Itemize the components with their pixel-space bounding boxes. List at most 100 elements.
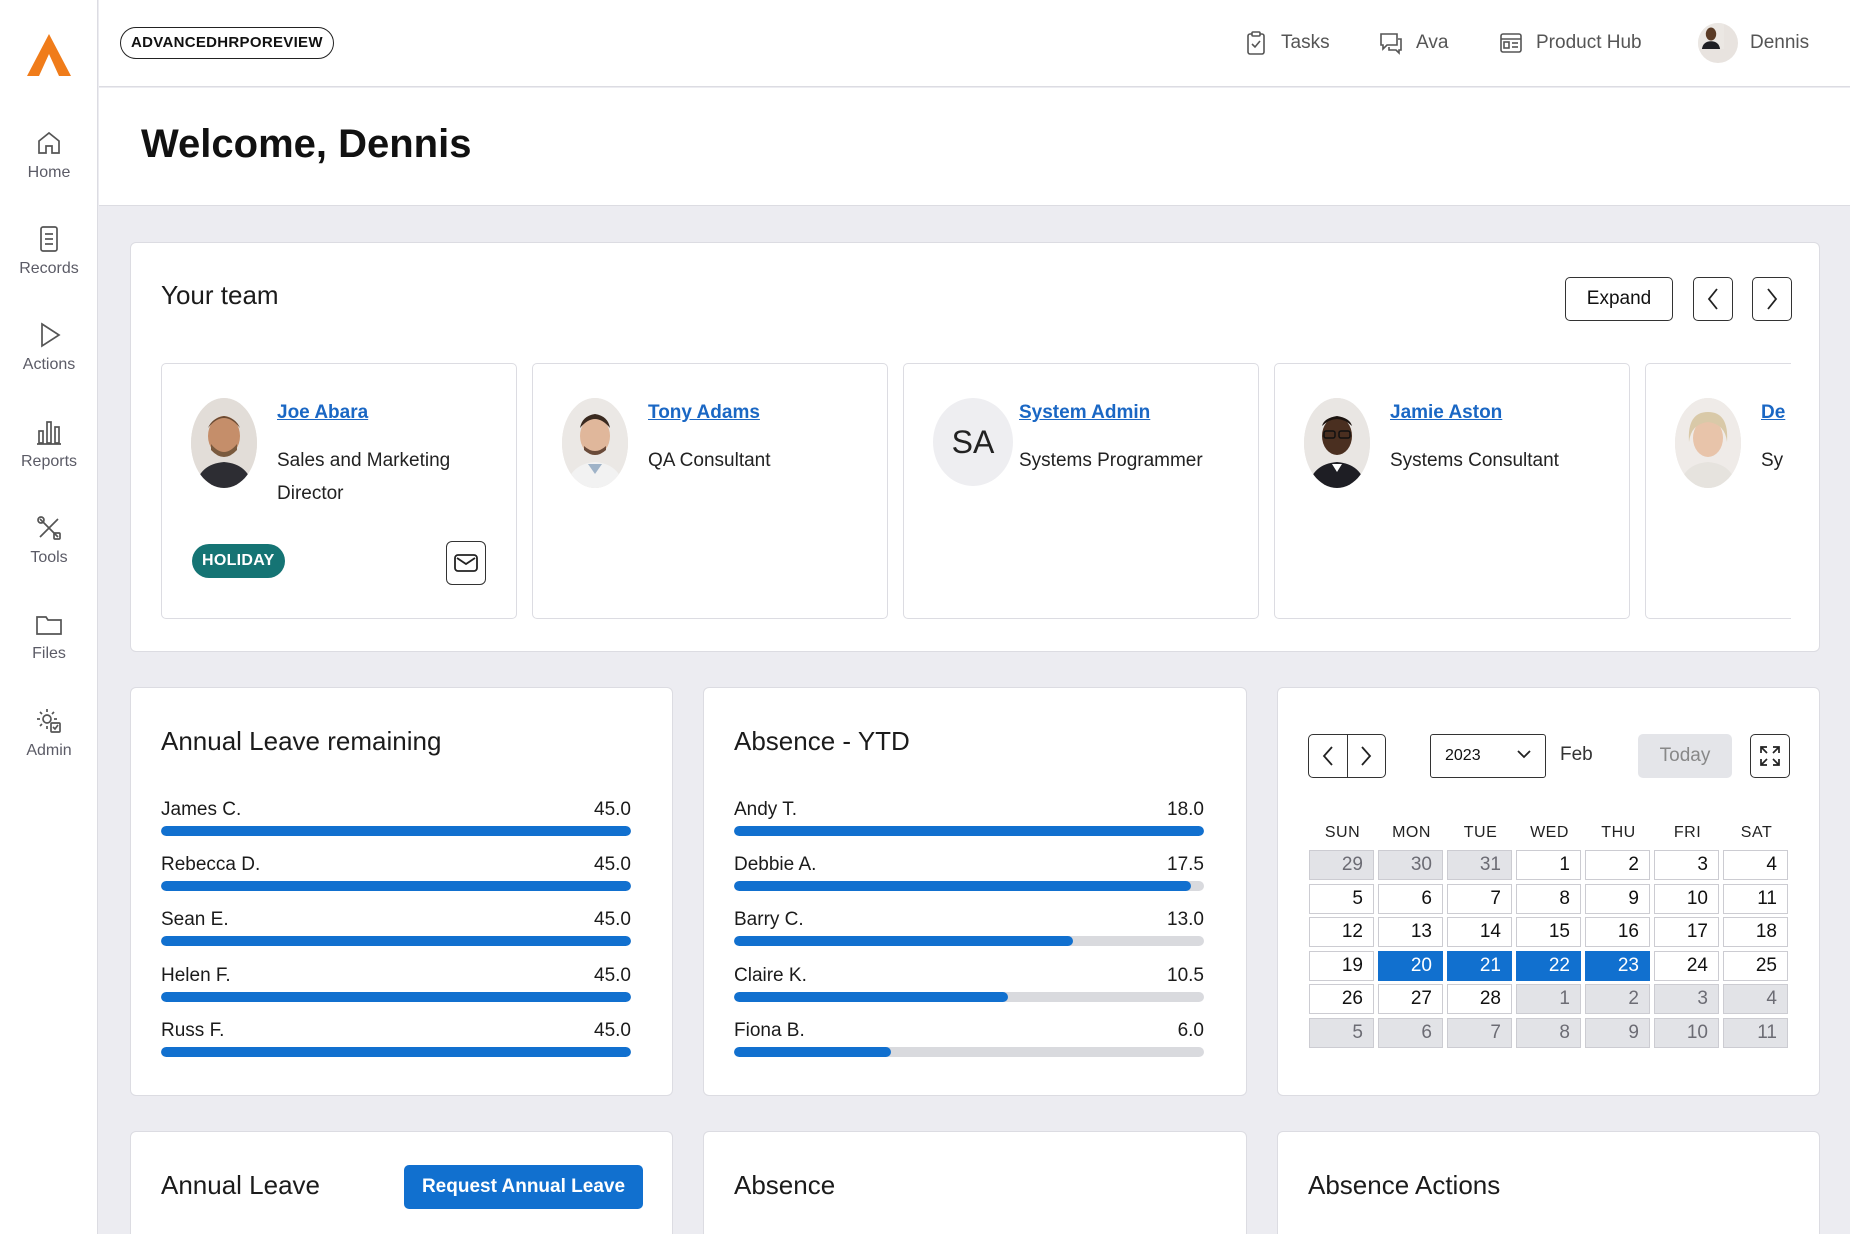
calendar-day[interactable]: 2: [1585, 850, 1650, 880]
calendar-day[interactable]: 6: [1378, 883, 1443, 914]
nav-item-home[interactable]: Home: [0, 128, 98, 208]
ava-link[interactable]: Ava: [1378, 25, 1448, 61]
calendar-day[interactable]: 4: [1723, 984, 1788, 1015]
bar-track: [161, 992, 631, 1002]
member-role: Sales and Marketing Director: [277, 450, 451, 504]
calendar-day[interactable]: 31: [1447, 850, 1512, 880]
admin-gear-icon: [37, 709, 61, 733]
year-select[interactable]: 2023: [1430, 734, 1546, 778]
weekday-header: WED: [1530, 824, 1569, 841]
calendar-day[interactable]: 5: [1309, 1018, 1374, 1048]
nav-item-files[interactable]: Files: [0, 609, 98, 689]
calendar-day-selected[interactable]: 22: [1516, 950, 1581, 981]
absence-card: Absence: [703, 1131, 1247, 1234]
calendar-day[interactable]: 30: [1378, 850, 1443, 880]
nav-item-records[interactable]: Records: [0, 224, 98, 304]
team-prev-button[interactable]: [1693, 277, 1733, 321]
calendar-day[interactable]: 10: [1654, 1018, 1719, 1048]
calendar-day[interactable]: 5: [1309, 883, 1374, 914]
calendar-day[interactable]: 29: [1309, 850, 1374, 880]
tasks-link[interactable]: Tasks: [1243, 25, 1330, 61]
nav-item-tools[interactable]: Tools: [0, 513, 98, 593]
calendar-day[interactable]: 16: [1585, 917, 1650, 948]
calendar-day[interactable]: 1: [1516, 984, 1581, 1015]
user-menu[interactable]: Dennis: [1698, 23, 1809, 63]
product-hub-link[interactable]: Product Hub: [1498, 25, 1642, 61]
calendar-day[interactable]: 11: [1723, 1018, 1788, 1048]
bar-value: 45.0: [594, 1020, 631, 1041]
today-button[interactable]: Today: [1638, 734, 1732, 778]
calendar-day[interactable]: 10: [1654, 883, 1719, 914]
calendar-day[interactable]: 2: [1585, 984, 1650, 1015]
brand-logo-icon[interactable]: [25, 32, 73, 80]
calendar-day-selected[interactable]: 23: [1585, 950, 1650, 981]
member-photo: [1304, 398, 1370, 488]
nav-item-label: Admin: [26, 742, 72, 759]
calendar-day[interactable]: 7: [1447, 883, 1512, 914]
calendar-day[interactable]: 7: [1447, 1018, 1512, 1048]
calendar-prev-button[interactable]: [1309, 735, 1347, 777]
bar-value: 45.0: [594, 965, 631, 986]
absence-ytd-card: Absence - YTD Andy T. 18.0 Debbie A. 17.…: [703, 687, 1247, 1096]
calendar-day[interactable]: 1: [1516, 850, 1581, 880]
calendar-day[interactable]: 4: [1723, 850, 1788, 880]
bar-label: Barry C.: [734, 909, 804, 930]
member-photo: [191, 398, 257, 488]
calendar-day[interactable]: 28: [1447, 984, 1512, 1015]
expand-button[interactable]: Expand: [1565, 277, 1673, 321]
absence-actions-card: Absence Actions: [1277, 1131, 1820, 1234]
calendar-day[interactable]: 12: [1309, 917, 1374, 948]
annual-leave-title: Annual Leave: [161, 1170, 321, 1200]
nav-item-actions[interactable]: Actions: [0, 320, 98, 400]
nav-item-label: Records: [19, 260, 79, 277]
ava-label: Ava: [1416, 32, 1449, 53]
email-member-button[interactable]: [446, 541, 486, 585]
calendar-day[interactable]: 11: [1723, 883, 1788, 914]
calendar-day[interactable]: 24: [1654, 950, 1719, 981]
calendar-day[interactable]: 6: [1378, 1018, 1443, 1048]
calendar-day[interactable]: 3: [1654, 984, 1719, 1015]
clipboard-check-icon: [1247, 31, 1265, 55]
mail-icon: [454, 554, 478, 572]
team-member-card: SA System Admin Systems Programmer: [903, 363, 1259, 619]
calendar-day[interactable]: 27: [1378, 984, 1443, 1015]
member-name-link[interactable]: Tony Adams: [648, 402, 760, 423]
bar-label: Claire K.: [734, 965, 807, 986]
calendar-day[interactable]: 14: [1447, 917, 1512, 948]
calendar-day[interactable]: 9: [1585, 883, 1650, 914]
member-name-link[interactable]: De: [1761, 402, 1786, 423]
calendar-day[interactable]: 26: [1309, 984, 1374, 1015]
annual-leave-card: Annual Leave Request Annual Leave: [130, 1131, 673, 1234]
calendar-day[interactable]: 8: [1516, 883, 1581, 914]
weekday-header: FRI: [1673, 824, 1702, 841]
environment-pill[interactable]: ADVANCEDHRPOREVIEW: [120, 27, 334, 59]
nav-item-reports[interactable]: Reports: [0, 417, 98, 497]
calendar-day[interactable]: 17: [1654, 917, 1719, 948]
member-name-link[interactable]: System Admin: [1019, 402, 1151, 423]
calendar-day[interactable]: 13: [1378, 917, 1443, 948]
calendar-day[interactable]: 19: [1309, 950, 1374, 981]
calendar-next-button[interactable]: [1346, 735, 1386, 777]
home-icon: [38, 131, 60, 154]
chevron-left-icon: [1707, 288, 1718, 310]
calendar-day[interactable]: 3: [1654, 850, 1719, 880]
bar-fill: [734, 992, 1008, 1002]
bar-track: [734, 881, 1204, 891]
calendar-day[interactable]: 18: [1723, 917, 1788, 948]
member-photo: [1675, 398, 1741, 488]
calendar-day[interactable]: 9: [1585, 1018, 1650, 1048]
nav-item-admin[interactable]: Admin: [0, 706, 98, 786]
bar-fill: [734, 826, 1204, 836]
calendar-day-selected[interactable]: 21: [1447, 950, 1512, 981]
member-name-link[interactable]: Jamie Aston: [1390, 402, 1503, 423]
member-role: Sy: [1761, 450, 1784, 471]
calendar-day[interactable]: 25: [1723, 950, 1788, 981]
team-next-button[interactable]: [1752, 277, 1792, 321]
bar-track: [161, 1047, 631, 1057]
calendar-day-selected[interactable]: 20: [1378, 950, 1443, 981]
calendar-day[interactable]: 15: [1516, 917, 1581, 948]
member-name-link[interactable]: Joe Abara: [277, 402, 369, 423]
calendar-expand-button[interactable]: [1750, 734, 1790, 778]
request-annual-leave-button[interactable]: Request Annual Leave: [404, 1165, 643, 1209]
calendar-day[interactable]: 8: [1516, 1018, 1581, 1048]
